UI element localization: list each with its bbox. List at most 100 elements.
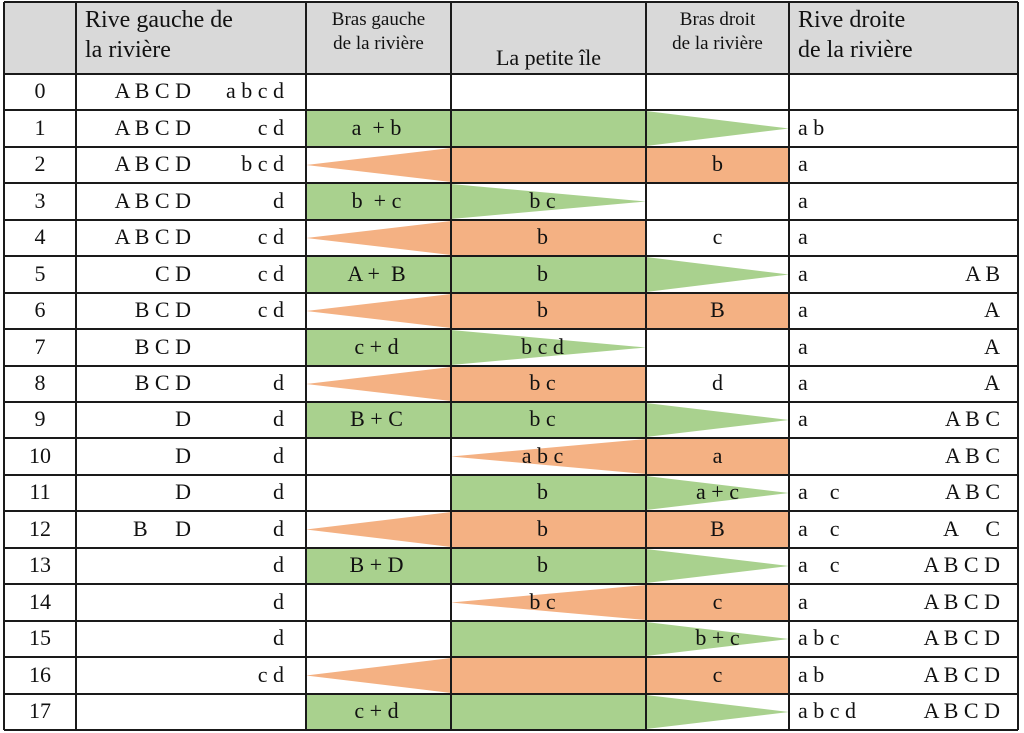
- right-bank-children: a c: [798, 479, 840, 504]
- crossing-arrow-right-segment: [451, 257, 647, 292]
- header-right-bank-line: de la rivière: [798, 37, 913, 63]
- step-number: 14: [29, 588, 51, 614]
- island-occupants: a b c: [521, 442, 564, 468]
- right-bank-children: a b: [798, 114, 825, 140]
- crossing-arrow-left-segment: [451, 367, 646, 401]
- crossing-arrow-right-segment: [646, 403, 789, 437]
- grid-line-horizontal: [4, 219, 1018, 221]
- left-bank-children: d: [273, 552, 284, 577]
- left-bank-children: d: [273, 515, 284, 541]
- crossing-arrow-left-segment: [646, 294, 789, 328]
- island-occupants: b c: [529, 406, 556, 431]
- grid-line-horizontal: [4, 729, 1018, 731]
- left-bank-adults: B C D: [134, 370, 191, 395]
- left-arm-boat: c + d: [354, 698, 399, 723]
- right-bank-adults: A: [984, 370, 1000, 395]
- left-bank-adults: A B C D: [114, 224, 191, 249]
- grid-line-horizontal: [4, 693, 1018, 695]
- right-bank-children: a: [798, 370, 808, 395]
- header-row-background: [4, 2, 1018, 74]
- step-number: 8: [34, 370, 46, 395]
- crossing-arrow-right-segment: [451, 476, 647, 510]
- crossing-arrow-right-segment: [646, 257, 789, 292]
- header-right-arm-line: de la rivière: [672, 33, 763, 54]
- left-bank-children: d: [273, 406, 284, 431]
- left-arm-boat: c + d: [354, 333, 399, 359]
- right-bank-adults: A B C D: [923, 698, 1000, 723]
- left-bank-adults: A B C D: [114, 78, 191, 103]
- crossing-arrow-right-segment: [306, 549, 452, 583]
- grid-line-horizontal: [4, 328, 1018, 330]
- crossing-arrow-right-segment: [451, 111, 647, 146]
- island-occupants: b c: [529, 588, 556, 614]
- island-occupants: b c: [529, 187, 556, 213]
- step-number: 13: [29, 552, 51, 577]
- step-number: 6: [34, 297, 46, 322]
- grid-line-horizontal: [4, 365, 1018, 367]
- right-arm-boat: a + c: [696, 479, 739, 504]
- right-bank-children: a: [798, 224, 808, 249]
- step-number: 2: [34, 151, 46, 176]
- crossing-arrow-left-segment: [306, 512, 451, 547]
- island-occupants: b: [537, 479, 548, 504]
- right-bank-adults: A B: [965, 260, 1000, 286]
- grid-line-horizontal: [4, 547, 1018, 549]
- right-bank-children: a: [798, 406, 808, 431]
- grid-line-horizontal: [4, 583, 1018, 585]
- left-bank-adults: C D: [154, 260, 191, 286]
- crossing-arrow-left-segment: [646, 439, 789, 474]
- crossing-arrow-right-segment: [306, 184, 452, 219]
- crossing-arrow-right-segment: [306, 111, 452, 146]
- right-bank-children: a: [798, 151, 808, 176]
- crossing-arrow-left-segment: [646, 148, 789, 182]
- grid-line-horizontal: [4, 437, 1018, 439]
- grid-line-horizontal: [4, 255, 1018, 257]
- crossing-arrow-right-segment: [451, 622, 647, 656]
- island-occupants: b c d: [521, 333, 564, 359]
- right-bank-children: a b c d: [798, 698, 857, 723]
- right-bank-adults: A B C D: [923, 661, 1000, 687]
- crossing-arrow-right-segment: [646, 695, 789, 729]
- left-bank-children: d: [273, 625, 284, 650]
- left-bank-children: c d: [257, 224, 284, 249]
- grid-line-vertical: [3, 2, 5, 730]
- left-bank-children: d: [273, 442, 284, 468]
- crossing-arrow-left-segment: [451, 221, 646, 255]
- step-number: 12: [29, 515, 51, 541]
- left-bank-adults: B D: [132, 515, 191, 541]
- left-bank-adults: B C D: [134, 297, 191, 322]
- crossing-arrow-left-segment: [306, 148, 451, 182]
- right-bank-adults: A B C: [944, 479, 1000, 504]
- crossing-arrow-left-segment: [306, 658, 451, 693]
- grid-line-horizontal: [4, 109, 1018, 111]
- left-arm-boat: a + b: [351, 114, 402, 140]
- crossing-arrow-right-segment: [646, 549, 789, 583]
- step-number: 4: [34, 224, 46, 249]
- right-bank-adults: A B C: [944, 442, 1000, 468]
- step-number: 0: [34, 78, 46, 103]
- right-bank-children: a c: [798, 515, 840, 541]
- step-number: 9: [34, 406, 46, 431]
- grid-line-horizontal: [4, 510, 1018, 512]
- right-arm-boat: a: [712, 442, 723, 468]
- left-arm-boat: b + c: [351, 187, 402, 213]
- left-bank-adults: B C D: [134, 333, 191, 359]
- crossing-arrow-left-segment: [451, 658, 646, 693]
- crossing-arrow-right-segment: [646, 111, 789, 146]
- grid-line-horizontal: [4, 474, 1018, 476]
- right-arm-boat: c: [712, 661, 723, 687]
- crossing-arrow-left-segment: [451, 294, 646, 328]
- left-bank-adults: D: [175, 442, 191, 468]
- left-bank-children: d: [273, 479, 284, 504]
- step-number: 10: [29, 442, 51, 468]
- step-number: 7: [34, 333, 46, 359]
- left-bank-adults: A B C D: [114, 187, 191, 213]
- left-arm-boat: B + C: [350, 406, 403, 431]
- grid-line-horizontal: [4, 620, 1018, 622]
- left-bank-children: c d: [257, 114, 284, 140]
- right-bank-children: a: [798, 333, 808, 359]
- header-right-bank-line: Rive droite: [798, 7, 906, 33]
- island-occupants: b: [537, 515, 548, 541]
- crossing-arrow-left-segment: [646, 658, 789, 693]
